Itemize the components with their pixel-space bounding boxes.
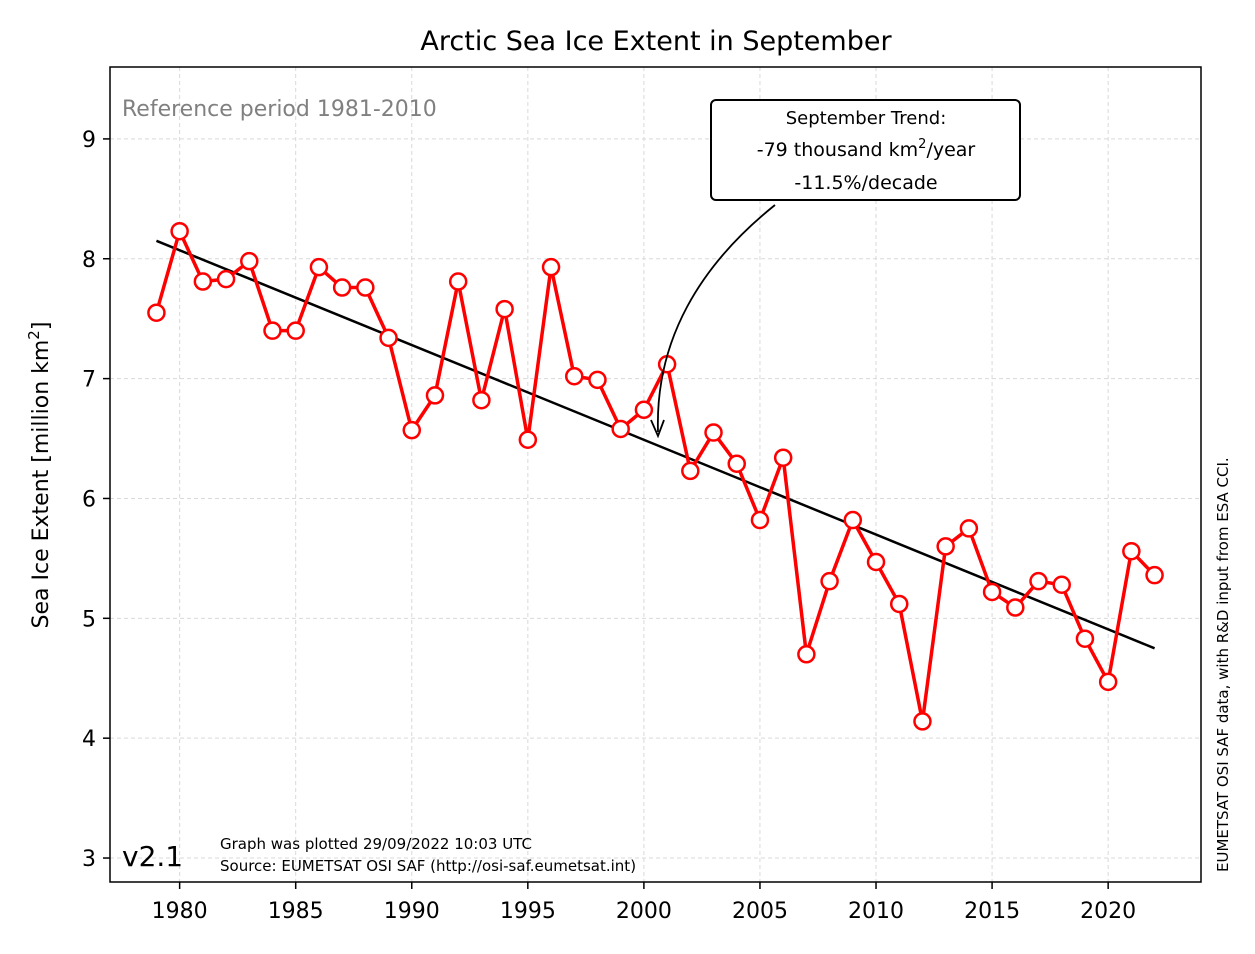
data-point: [425, 386, 445, 405]
data-point: [611, 419, 630, 439]
data-points: [147, 221, 1164, 731]
x-tick-label: 1980: [152, 899, 208, 924]
y-tick-label: 7: [82, 368, 96, 393]
trend-annotation: September Trend: -79 thousand km2/year -…: [650, 99, 1021, 439]
x-tick-label: 2005: [732, 899, 788, 924]
data-point: [1029, 571, 1048, 591]
plot-background: [110, 67, 1201, 882]
y-tick-label: 5: [82, 607, 96, 632]
x-tick-label: 2000: [616, 899, 672, 924]
y-axis-ticks: 3 4 5 6 7 8 9: [82, 128, 110, 872]
data-point: [448, 272, 468, 291]
data-point: [866, 552, 886, 572]
data-point: [913, 712, 932, 731]
data-point: [193, 272, 213, 291]
x-axis-ticks: 1980 1985 1990 1995 2000 2005 2010 2015 2020: [152, 882, 1136, 924]
data-point: [309, 257, 329, 277]
trend-rate-percent: -11.5%/decade: [794, 172, 937, 194]
data-point: [959, 519, 979, 538]
data-point: [240, 251, 259, 271]
chart-title: Arctic Sea Ice Extent in September: [420, 26, 892, 57]
y-tick-label: 3: [82, 847, 96, 872]
x-tick-label: 2010: [848, 899, 904, 924]
version-label: v2.1: [122, 840, 183, 873]
data-point: [588, 370, 607, 390]
data-point: [216, 269, 236, 289]
reference-period-label: Reference period 1981-2010: [122, 97, 437, 122]
trend-rate-km: -79 thousand km2/year: [757, 137, 976, 161]
data-point: [565, 366, 584, 386]
data-point: [379, 328, 398, 348]
trend-title: September Trend:: [786, 108, 947, 129]
data-point: [797, 645, 816, 664]
trend-arrow-head: [650, 419, 665, 439]
data-point: [773, 448, 793, 467]
data-point: [541, 257, 561, 277]
trend-arrow: [657, 204, 776, 433]
data-point: [495, 299, 514, 319]
y-tick-label: 9: [82, 128, 96, 153]
x-tick-label: 1995: [500, 899, 556, 924]
gridlines: [110, 67, 1201, 882]
data-point: [147, 303, 166, 322]
y-tick-label: 6: [82, 487, 96, 512]
data-point: [170, 221, 189, 241]
x-tick-label: 1985: [268, 899, 324, 924]
data-point: [1052, 575, 1071, 595]
x-tick-label: 1990: [384, 899, 440, 924]
data-point: [1122, 541, 1141, 561]
x-tick-label: 2015: [964, 899, 1020, 924]
data-point: [356, 278, 375, 297]
data-credit: EUMETSAT OSI SAF data, with R&D input fr…: [1214, 457, 1232, 872]
y-axis-label: Sea Ice Extent [million km2]: [25, 322, 54, 629]
y-tick-label: 8: [82, 248, 96, 273]
data-point: [1006, 598, 1025, 617]
data-point: [727, 454, 746, 473]
data-point: [936, 537, 955, 556]
data-point: [402, 420, 422, 440]
y-tick-label: 4: [82, 727, 96, 752]
data-point: [820, 571, 839, 591]
data-point: [332, 278, 352, 297]
data-point: [704, 423, 723, 442]
data-point: [843, 510, 863, 530]
data-point: [634, 400, 654, 420]
data-point: [518, 430, 538, 449]
data-point: [982, 582, 1002, 602]
data-point: [472, 390, 491, 410]
data-point: [681, 461, 700, 481]
plot-frame: [109, 66, 1202, 883]
data-point: [263, 321, 282, 340]
data-point: [1075, 629, 1095, 648]
data-point: [1098, 672, 1118, 692]
data-point: [750, 510, 770, 530]
data-point: [286, 321, 305, 340]
trend-box: [710, 99, 1021, 201]
data-point: [1145, 565, 1164, 585]
source-credit: Source: EUMETSAT OSI SAF (http://osi-saf…: [220, 857, 636, 875]
x-tick-label: 2020: [1080, 899, 1136, 924]
data-point: [889, 594, 909, 614]
plotted-date: Graph was plotted 29/09/2022 10:03 UTC: [220, 835, 532, 853]
